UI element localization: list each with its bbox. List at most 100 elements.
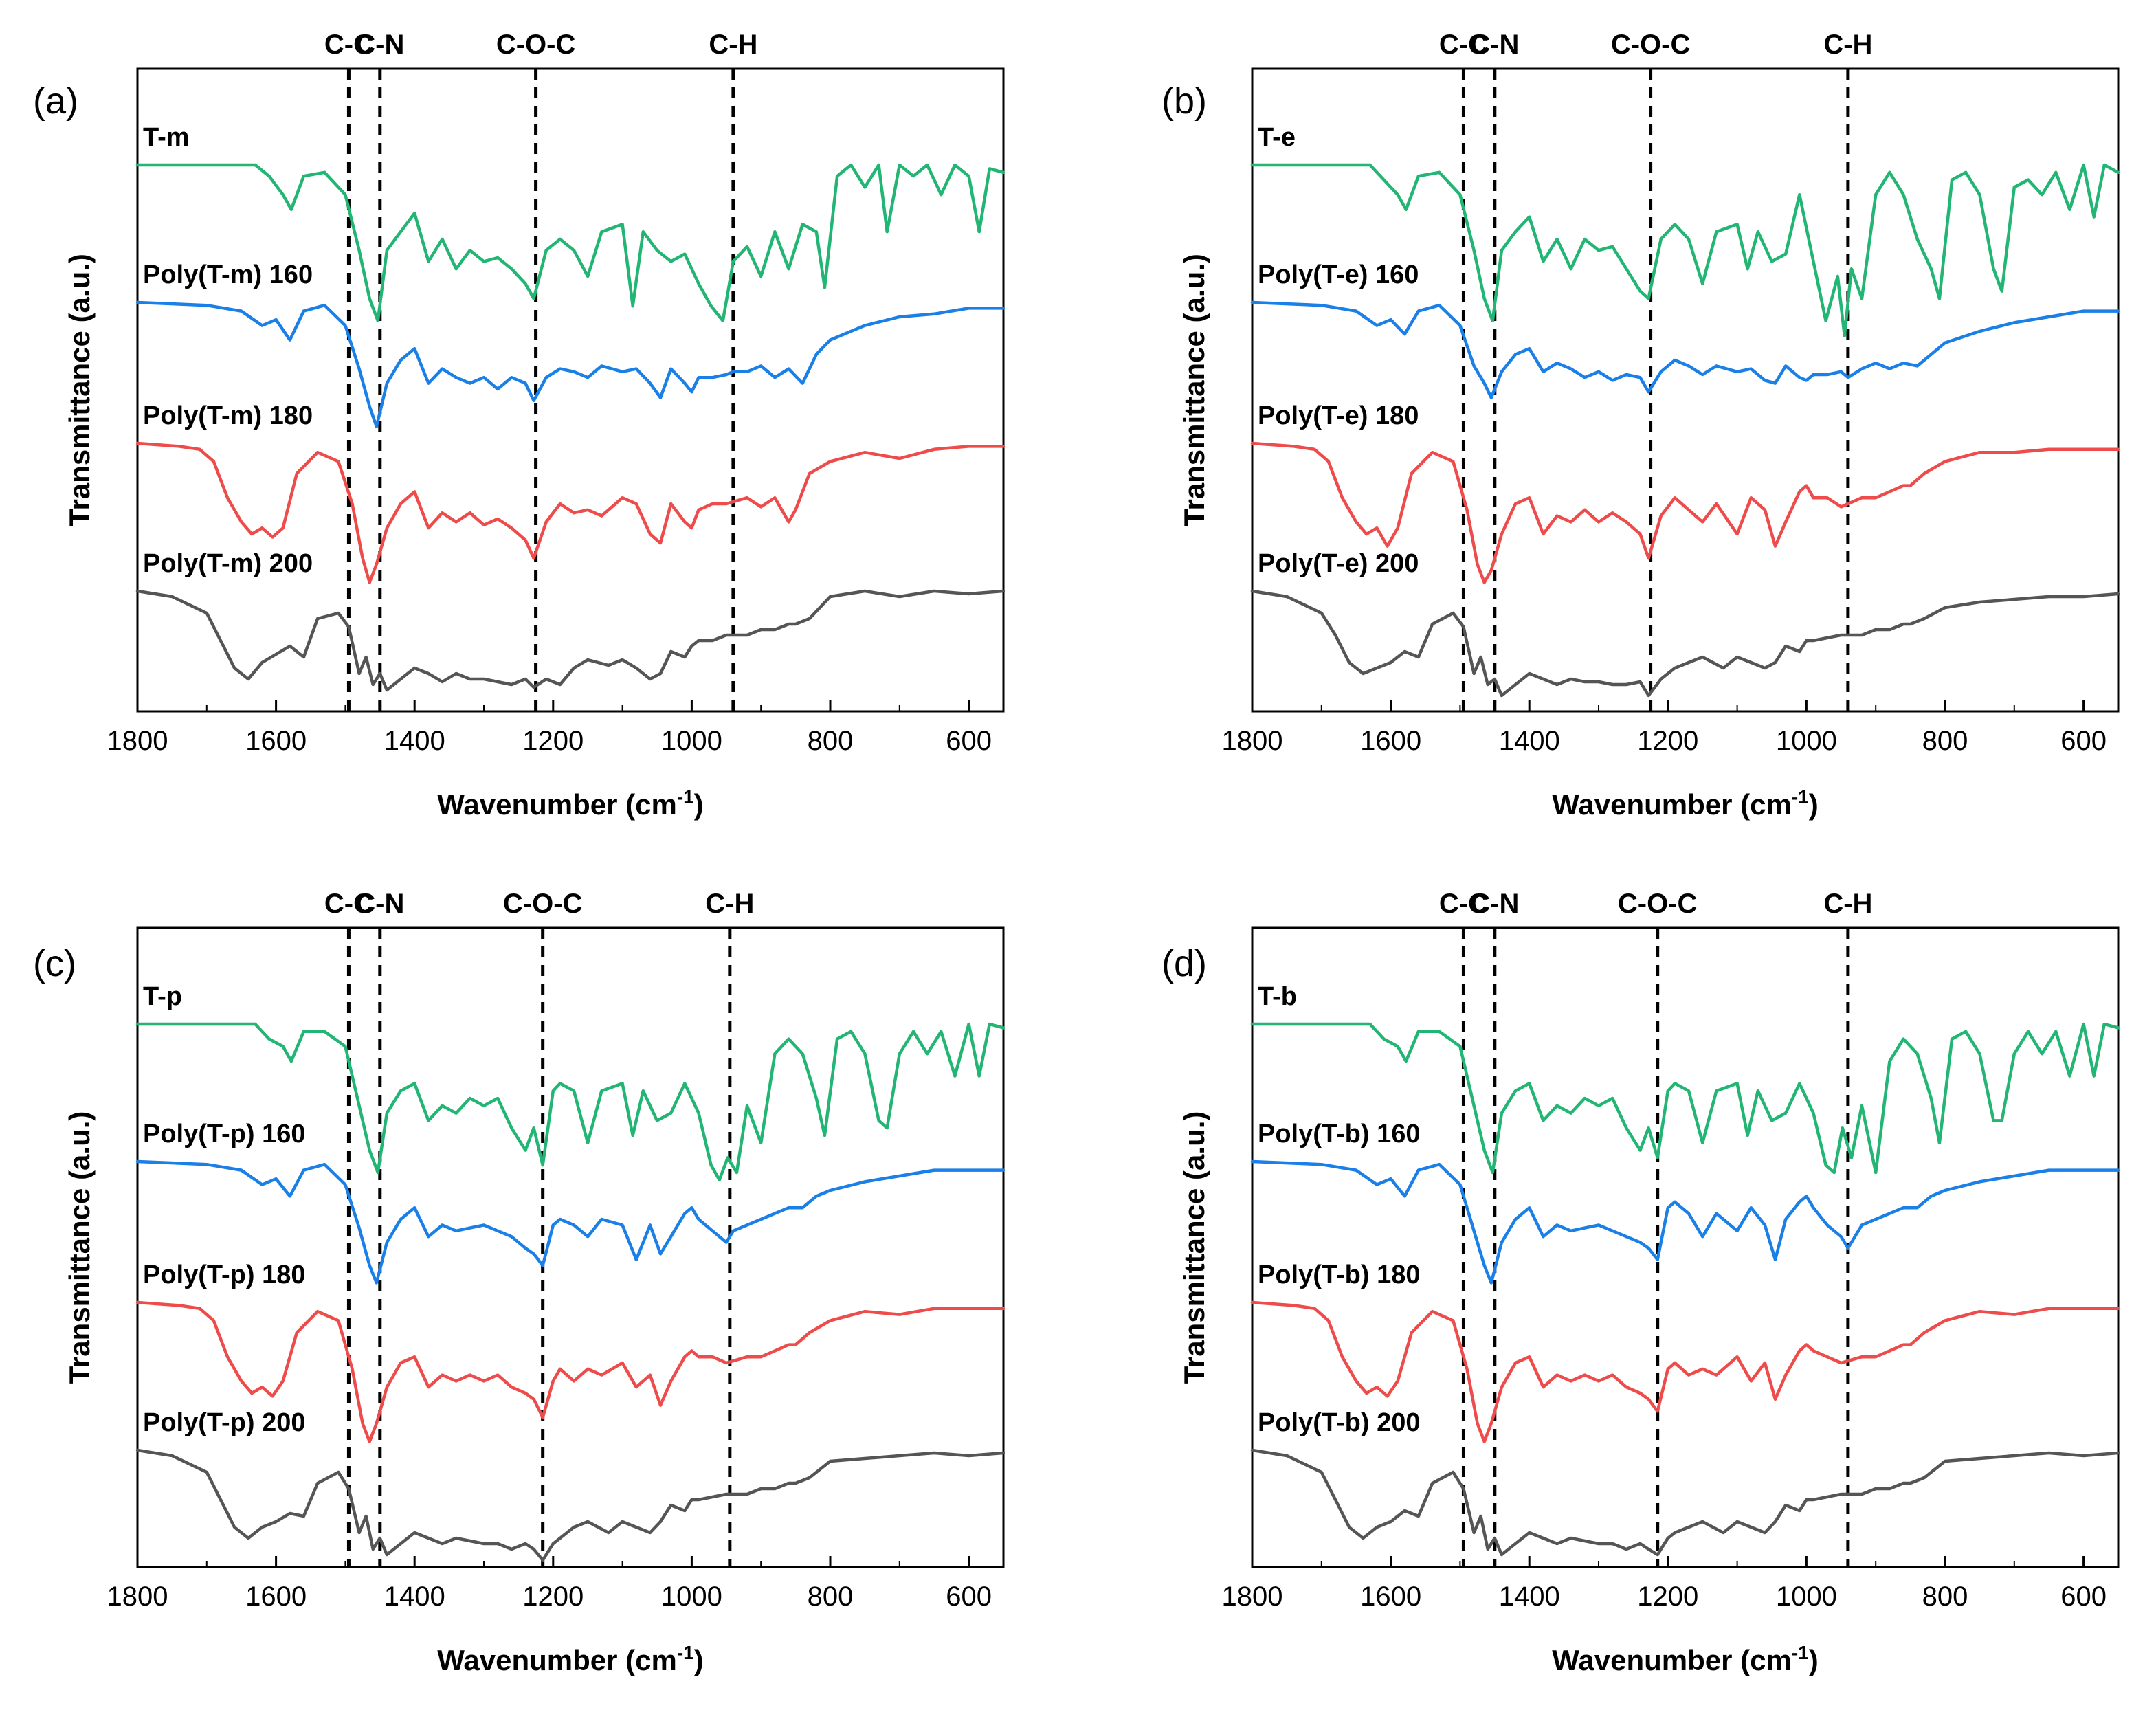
- x-tick-label: 1600: [245, 726, 307, 756]
- series-line-poly-t-e-200: [1250, 589, 2120, 698]
- x-axis-title: Wavenumber (cm-1): [437, 1642, 703, 1676]
- x-axis-title-sup: -1: [1792, 786, 1809, 808]
- x-tick-label: 1800: [1222, 726, 1283, 756]
- x-axis-title-end: ): [1809, 788, 1819, 821]
- x-tick-label: 1600: [1360, 726, 1421, 756]
- plot-frame: [1251, 67, 2120, 713]
- x-axis-title-main: Wavenumber (cm: [1552, 1644, 1792, 1676]
- series-line-t-m: [135, 163, 1005, 323]
- x-tick-label: 1600: [1360, 1581, 1421, 1612]
- series-line-poly-t-e-180: [1250, 441, 2120, 584]
- series-label-t-e: T-e: [1258, 123, 1296, 152]
- marker-label-c-h: C-H: [709, 30, 757, 60]
- series-line-poly-t-m-200: [135, 589, 1005, 692]
- panel-letter: (a): [33, 80, 78, 122]
- series-line-poly-t-b-200: [1250, 1448, 2120, 1557]
- x-tick-label: 600: [946, 1581, 992, 1612]
- x-tick-label: 1000: [1776, 1581, 1837, 1612]
- marker-label-c-c: C-C: [1439, 889, 1488, 919]
- x-tick-label: 1600: [245, 1581, 307, 1612]
- series-label-poly-t-p-200: Poly(T-p) 200: [143, 1408, 306, 1437]
- series-line-poly-t-b-180: [1250, 1300, 2120, 1443]
- series-line-poly-t-m-160: [135, 300, 1005, 428]
- x-axis-title: Wavenumber (cm-1): [1552, 786, 1818, 821]
- series-line-poly-t-p-160: [135, 1159, 1005, 1285]
- x-tick-label: 1400: [384, 726, 445, 756]
- x-axis-title-main: Wavenumber (cm: [1552, 788, 1792, 821]
- chart-panel-c: 1800 1600 1400 1200 1000 800 600 Wavenumber (cm…: [33, 889, 1005, 1676]
- marker-label-c-n: C-N: [355, 30, 404, 60]
- series-label-poly-t-e-180: Poly(T-e) 180: [1258, 401, 1419, 430]
- series-label-poly-t-p-160: Poly(T-p) 160: [143, 1120, 306, 1148]
- marker-label-c-h: C-H: [1823, 889, 1872, 919]
- x-tick-label: 800: [808, 726, 854, 756]
- plot-frame: [136, 926, 1005, 1568]
- marker-label-c-o-c: C-O-C: [1618, 889, 1698, 919]
- x-tick-label: 1400: [1499, 726, 1560, 756]
- chart-panel-b: 1800 1600 1400 1200 1000 800 600 Wavenumber (cm…: [1162, 30, 2120, 821]
- x-tick-label: 1000: [661, 1581, 722, 1612]
- x-tick-label: 600: [2060, 1581, 2107, 1612]
- series-line-t-b: [1250, 1022, 2120, 1175]
- marker-label-c-n: C-N: [1470, 889, 1519, 919]
- series-label-poly-t-e-200: Poly(T-e) 200: [1258, 549, 1419, 578]
- marker-label-c-h: C-H: [1823, 30, 1872, 60]
- panel-letter: (c): [33, 943, 76, 984]
- series-label-poly-t-e-160: Poly(T-e) 160: [1258, 260, 1419, 289]
- marker-label-c-o-c: C-O-C: [496, 30, 576, 60]
- panel-letter: (b): [1162, 80, 1207, 122]
- x-axis-title-end: ): [694, 1644, 704, 1676]
- x-axis-title: Wavenumber (cm-1): [437, 786, 703, 821]
- series-line-poly-t-b-160: [1250, 1159, 2120, 1285]
- x-axis-title-main: Wavenumber (cm: [437, 1644, 677, 1676]
- x-tick-label: 1200: [522, 1581, 584, 1612]
- marker-label-c-n: C-N: [1470, 30, 1519, 60]
- marker-label-c-o-c: C-O-C: [1611, 30, 1691, 60]
- series-line-t-e: [1250, 163, 2120, 337]
- marker-label-c-c: C-C: [324, 889, 373, 919]
- marker-label-c-h: C-H: [705, 889, 754, 919]
- x-tick-label: 1800: [1222, 1581, 1283, 1612]
- y-axis-title: Transmittance (a.u.): [1178, 1111, 1210, 1384]
- x-tick-label: 1800: [107, 1581, 168, 1612]
- series-line-poly-t-m-180: [135, 441, 1005, 584]
- series-label-t-m: T-m: [143, 123, 190, 152]
- series-label-poly-t-m-180: Poly(T-m) 180: [143, 401, 313, 430]
- x-axis-title-end: ): [694, 788, 704, 821]
- x-tick-label: 1000: [1776, 726, 1837, 756]
- series-label-poly-t-b-160: Poly(T-b) 160: [1258, 1120, 1421, 1148]
- y-axis-title: Transmittance (a.u.): [63, 1111, 96, 1384]
- x-axis-title-end: ): [1809, 1644, 1819, 1676]
- chart-panel-a: 1800 1600 1400 1200 1000 800 600 Wavenumber (cm…: [33, 30, 1005, 821]
- marker-label-c-c: C-C: [324, 30, 373, 60]
- series-line-poly-t-p-200: [135, 1448, 1005, 1562]
- x-tick-label: 1200: [1637, 726, 1698, 756]
- x-tick-label: 800: [1922, 726, 1968, 756]
- series-line-t-p: [135, 1022, 1005, 1182]
- series-label-poly-t-m-200: Poly(T-m) 200: [143, 549, 313, 578]
- panel-letter: (d): [1162, 943, 1207, 984]
- x-tick-label: 600: [2060, 726, 2107, 756]
- x-tick-label: 1200: [522, 726, 584, 756]
- series-line-poly-t-p-180: [135, 1300, 1005, 1443]
- series-label-poly-t-m-160: Poly(T-m) 160: [143, 260, 313, 289]
- plot-frame: [1251, 926, 2120, 1568]
- x-axis-title: Wavenumber (cm-1): [1552, 1642, 1818, 1676]
- x-axis-title-sup: -1: [677, 1642, 694, 1663]
- y-axis-title: Transmittance (a.u.): [1178, 254, 1210, 526]
- x-tick-label: 1800: [107, 726, 168, 756]
- plot-frame: [136, 67, 1005, 713]
- x-tick-label: 1200: [1637, 1581, 1698, 1612]
- series-label-poly-t-b-200: Poly(T-b) 200: [1258, 1408, 1421, 1437]
- x-axis-title-sup: -1: [1792, 1642, 1809, 1663]
- x-tick-label: 1000: [661, 726, 722, 756]
- series-label-poly-t-b-180: Poly(T-b) 180: [1258, 1261, 1421, 1289]
- chart-panel-d: 1800 1600 1400 1200 1000 800 600 Wavenumber (cm…: [1162, 889, 2120, 1676]
- series-label-t-p: T-p: [143, 982, 182, 1011]
- x-axis-title-sup: -1: [677, 786, 694, 808]
- y-axis-title: Transmittance (a.u.): [63, 254, 96, 526]
- series-label-t-b: T-b: [1258, 982, 1297, 1011]
- x-tick-label: 800: [1922, 1581, 1968, 1612]
- x-tick-label: 1400: [1499, 1581, 1560, 1612]
